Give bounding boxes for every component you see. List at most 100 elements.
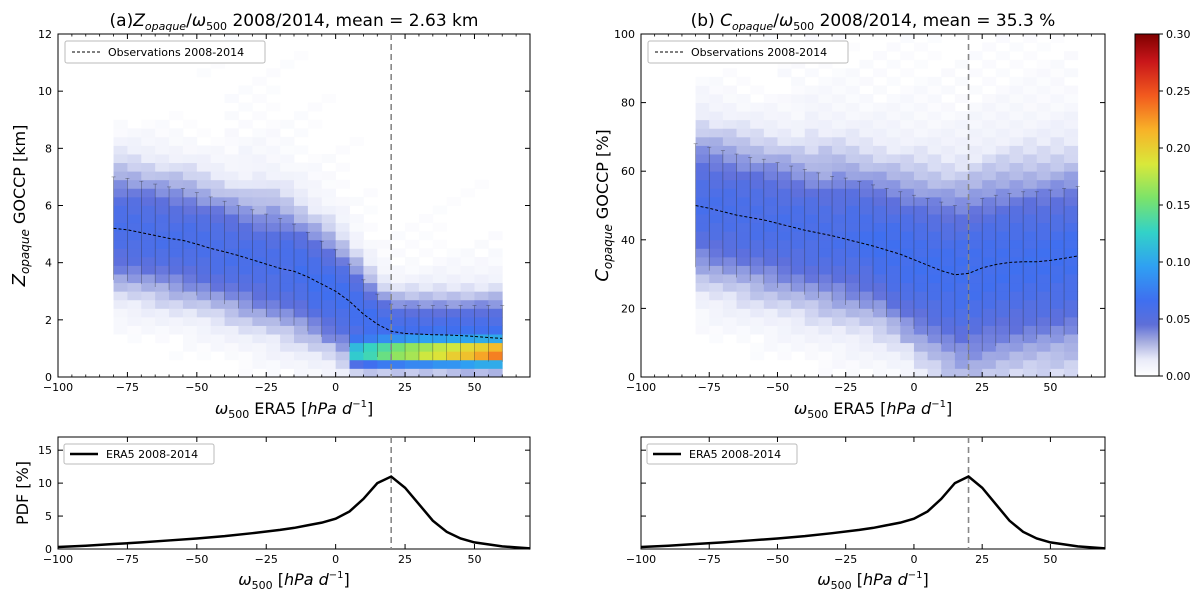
heatmap-cell (804, 265, 819, 275)
heatmap-cell (349, 342, 364, 352)
heatmap-cell (886, 334, 901, 344)
heatmap-cell (900, 265, 915, 275)
heatmap-cell (224, 222, 239, 232)
heatmap-cell (1023, 325, 1038, 335)
heatmap-cell (982, 76, 997, 86)
heatmap-cell (1023, 265, 1038, 275)
heatmap-cell (982, 342, 997, 352)
heatmap-cell (1023, 179, 1038, 189)
heatmap-cell (954, 59, 969, 69)
heatmap-cell (141, 162, 156, 172)
heatmap-cell (460, 291, 475, 301)
heatmap-cell (127, 171, 142, 181)
heatmap-cell (763, 179, 778, 189)
heatmap-cell (127, 239, 142, 249)
heatmap-cell (913, 136, 928, 146)
heatmap-cell (141, 308, 156, 318)
heatmap-cell (1036, 76, 1051, 86)
heatmap-cell (1009, 316, 1024, 326)
heatmap-cell (280, 136, 295, 146)
heatmap-cell (804, 214, 819, 224)
heatmap-cell (1023, 128, 1038, 138)
heatmap-cell (927, 351, 942, 361)
heatmap-cell (722, 256, 737, 266)
heatmap-cell (307, 214, 323, 224)
heatmap-cell (155, 136, 170, 146)
heatmap-cell (777, 351, 792, 361)
heatmap-cell (1009, 334, 1024, 344)
heatmap-cell (294, 196, 309, 206)
heatmap-cell (1064, 239, 1079, 249)
heatmap-cell (1064, 214, 1079, 224)
heatmap-cell (252, 359, 267, 369)
heatmap-cell (900, 145, 915, 155)
heatmap-cell (736, 334, 751, 344)
heatmap-cell (886, 248, 901, 258)
heatmap-cell (169, 231, 184, 241)
heatmap-cell (252, 196, 267, 206)
heatmap-cell (307, 299, 323, 309)
heatmap-cell (736, 265, 751, 275)
heatmap-cell (294, 274, 309, 284)
heatmap-cell (968, 368, 983, 378)
heatmap-cell (321, 256, 337, 266)
heatmap-cell (266, 239, 281, 249)
heatmap-cell (1036, 248, 1051, 258)
heatmap-cell (391, 282, 406, 292)
heatmap-cell (695, 94, 710, 103)
heatmap-cell (155, 334, 170, 344)
heatmap-cell (859, 256, 874, 266)
heatmap-cell (886, 265, 901, 275)
heatmap-cell (709, 188, 724, 198)
legend: Observations 2008-2014 (64, 40, 266, 64)
heatmap-cell (432, 282, 448, 292)
heatmap-cell (995, 162, 1010, 172)
heatmap-cell (1023, 171, 1038, 181)
heatmap-cell (832, 351, 847, 361)
heatmap-cell (252, 325, 267, 335)
heatmap-cell (818, 351, 833, 361)
heatmap-cell (307, 274, 323, 284)
heatmap-cell (845, 94, 860, 103)
heatmap-cell (252, 342, 267, 352)
heatmap-cell (1036, 188, 1051, 198)
heatmap-cell (391, 248, 406, 258)
heatmap-cell (886, 368, 901, 378)
heatmap-cell (695, 171, 710, 181)
heatmap-cell (335, 291, 350, 301)
heatmap-cell (294, 248, 309, 258)
heatmap-cell (182, 256, 198, 266)
heatmap-cell (954, 248, 969, 258)
heatmap-cell (722, 145, 737, 155)
heatmap-cell (886, 76, 901, 86)
heatmap-cell (1050, 282, 1065, 292)
heatmap-cell (763, 171, 778, 181)
heatmap-cell (474, 359, 489, 369)
heatmap-cell (1036, 111, 1051, 121)
heatmap-cell (777, 128, 792, 138)
heatmap-cell (488, 325, 503, 335)
heatmap-cell (460, 265, 475, 275)
heatmap-cell (266, 325, 281, 335)
heatmap-cell (280, 299, 295, 309)
heatmap-cell (736, 256, 751, 266)
heatmap-cell (432, 222, 448, 232)
heatmap-cell (695, 205, 710, 215)
heatmap-cell (791, 111, 806, 121)
heatmap-cell (460, 274, 475, 284)
heatmap-cell (995, 325, 1010, 335)
heatmap-cell (196, 334, 212, 344)
axes-frame (640, 33, 1106, 378)
heatmap-cell (859, 196, 874, 206)
heatmap-cell (954, 214, 969, 224)
heatmap-cell (1036, 154, 1051, 164)
legend: Observations 2008-2014 (647, 40, 849, 64)
heatmap-cell (1023, 76, 1038, 86)
heatmap-cell (709, 325, 724, 335)
heatmap-cell (349, 368, 364, 378)
heatmap-cell (196, 214, 212, 224)
heatmap-cell (391, 231, 406, 241)
heatmap-cell (709, 85, 724, 95)
heatmap-cell (210, 154, 225, 164)
heatmap-cell (141, 316, 156, 326)
